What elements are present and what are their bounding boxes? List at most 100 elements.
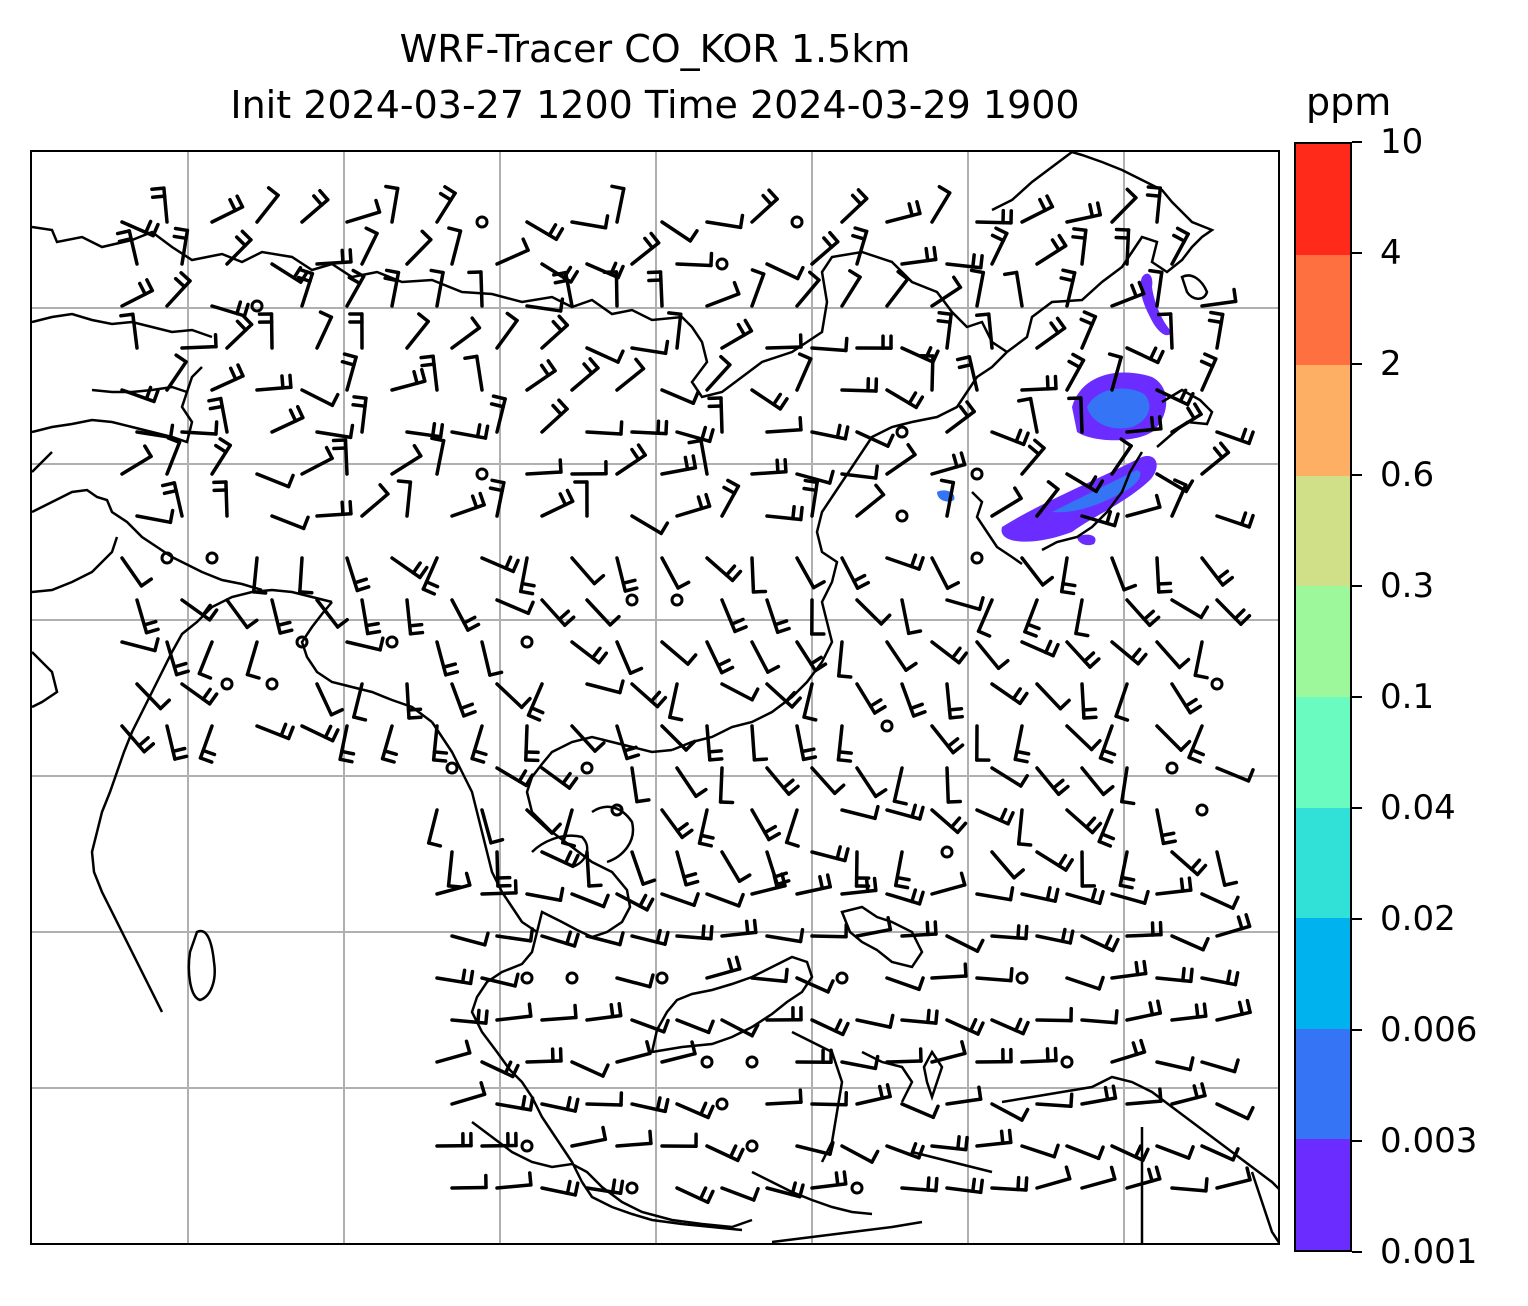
wind-barb	[1125, 415, 1163, 434]
wind-barb	[165, 724, 189, 761]
wind-barb	[840, 876, 878, 896]
wind-barb	[1065, 201, 1102, 224]
wind-barb	[421, 556, 440, 596]
wind-barb	[720, 918, 758, 938]
calm-marker	[520, 1139, 534, 1153]
wind-barb	[165, 353, 188, 392]
wind-barb	[315, 682, 344, 717]
wind-barb	[300, 445, 334, 476]
wind-barb	[885, 640, 918, 672]
wind-barb	[351, 395, 368, 434]
wind-barb	[705, 955, 742, 980]
wind-barb	[1035, 1092, 1074, 1108]
wind-barb	[675, 924, 714, 941]
wind-barb	[930, 640, 969, 665]
wind-barb	[855, 334, 893, 350]
wind-barb	[429, 268, 445, 308]
wind-barb	[810, 230, 840, 266]
calm-marker	[1165, 761, 1179, 775]
wind-barb	[1020, 1046, 1058, 1064]
wind-barb	[1125, 1087, 1163, 1106]
wind-barb	[1067, 396, 1084, 434]
wind-barb	[257, 312, 274, 350]
wind-barb	[630, 1096, 670, 1114]
wind-barb	[585, 1001, 623, 1022]
wind-barb	[495, 1171, 533, 1190]
wind-barb	[1065, 724, 1102, 752]
wind-barb	[525, 808, 562, 835]
wind-barb	[585, 420, 624, 436]
wind-barb	[585, 1178, 625, 1195]
wind-barb	[447, 226, 463, 266]
wind-barb	[660, 808, 694, 840]
wind-barb	[1080, 766, 1115, 797]
wind-barb	[630, 850, 657, 886]
wind-barb	[270, 405, 305, 434]
calm-marker	[970, 551, 984, 565]
wind-barb	[450, 1008, 489, 1025]
wind-barb	[270, 514, 310, 531]
wind-barb	[300, 188, 330, 224]
wind-barb	[795, 640, 828, 673]
wind-barb	[405, 421, 445, 439]
calm-marker	[745, 1055, 759, 1069]
wind-barb	[795, 976, 835, 994]
wind-barb	[615, 1129, 653, 1148]
calm-marker	[655, 971, 669, 985]
wind-barb	[1020, 556, 1055, 587]
wind-barb	[340, 352, 358, 392]
wind-barb	[1110, 437, 1133, 476]
wind-barb	[990, 486, 1023, 518]
wind-barb	[172, 226, 190, 266]
wind-barb	[705, 354, 732, 392]
wind-barb	[885, 388, 925, 410]
calm-marker	[670, 593, 684, 607]
wind-barb	[945, 253, 984, 270]
calm-marker	[790, 215, 804, 229]
wind-barb	[630, 766, 651, 804]
wind-barb	[975, 724, 991, 762]
wind-barb	[1170, 598, 1210, 620]
wind-barb	[120, 444, 153, 476]
wind-barb	[1170, 402, 1203, 434]
wind-barb	[525, 359, 557, 392]
wind-barb	[990, 226, 1009, 266]
wind-barb	[1035, 1165, 1072, 1190]
map-canvas	[32, 152, 1278, 1243]
wind-barb	[1199, 352, 1218, 392]
calm-marker	[625, 593, 639, 607]
wind-barb	[705, 1144, 745, 1163]
wind-barb	[630, 1018, 670, 1034]
wind-barb	[630, 682, 668, 709]
wind-barb	[165, 436, 182, 476]
wind-barb	[1080, 1084, 1118, 1106]
colorbar-tick	[1352, 474, 1362, 476]
wind-barb	[180, 420, 219, 436]
wind-barb	[1110, 1038, 1147, 1064]
wind-barb	[1114, 227, 1131, 266]
wind-barb	[1125, 598, 1161, 628]
wind-barb	[1170, 226, 1190, 266]
wind-barb	[1200, 556, 1235, 587]
wind-barb	[855, 916, 893, 938]
calm-marker	[700, 1055, 714, 1069]
wind-barb	[120, 724, 156, 754]
wind-barb	[426, 808, 443, 848]
wind-barb	[390, 443, 423, 476]
wind-barb	[1071, 227, 1088, 266]
wind-barb	[930, 808, 968, 835]
wind-barb	[384, 184, 400, 224]
wind-barb	[765, 927, 805, 944]
wind-barb	[840, 1054, 880, 1071]
wind-barb	[298, 556, 314, 595]
wind-barb	[990, 850, 1025, 880]
wind-barb	[380, 724, 399, 764]
colorbar-segment	[1296, 697, 1350, 808]
wind-barb	[667, 311, 683, 350]
colorbar-tick-label: 2	[1380, 344, 1402, 384]
colorbar-tick	[1352, 918, 1362, 920]
wind-barb	[345, 268, 366, 308]
wind-barb	[165, 640, 190, 677]
wind-barb	[969, 268, 986, 308]
wind-barb	[540, 766, 579, 790]
